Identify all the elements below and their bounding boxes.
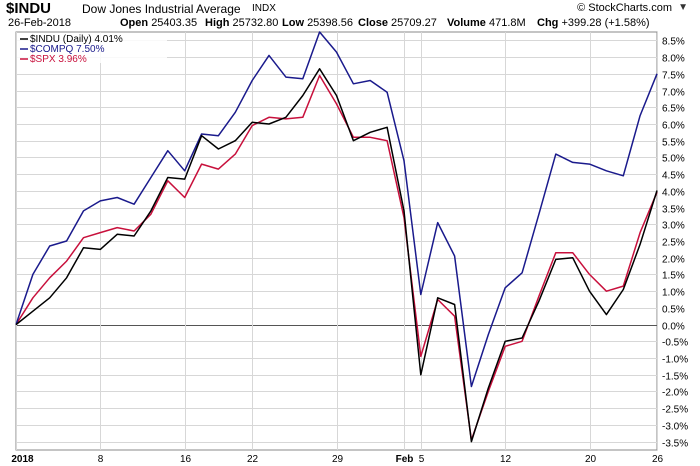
x-tick-label: 29 (332, 454, 344, 465)
x-tick-label: 26 (652, 454, 664, 465)
legend-entry: $INDU (Daily) 4.01% (30, 34, 123, 45)
high-value: 25732.80 (232, 17, 279, 29)
y-tick-label: 3.0% (662, 221, 685, 232)
y-tick-label: -2.5% (662, 405, 688, 416)
y-tick-label: 1.0% (662, 288, 685, 299)
quote-date: 26-Feb-2018 (8, 17, 71, 29)
y-tick-label: -3.0% (662, 422, 688, 433)
volume-value: 471.8M (488, 17, 526, 29)
y-tick-label: -0.5% (662, 338, 688, 349)
close-quote: Close 25709.27 (358, 17, 437, 29)
y-tick-label: 8.5% (662, 37, 685, 48)
close-value: 25709.27 (391, 17, 437, 29)
open-quote: Open 25403.35 (120, 17, 197, 29)
y-tick-label: 7.5% (662, 71, 685, 82)
series-line-compq[interactable] (15, 31, 658, 388)
y-tick-label: 4.5% (662, 171, 685, 182)
x-tick-label: Feb (396, 454, 414, 465)
exchange-label: INDX (252, 3, 276, 14)
y-tick-label: 0.5% (662, 305, 685, 316)
x-tick-label: 16 (180, 454, 192, 465)
change-label: Chg (537, 17, 559, 29)
high-quote: High 25732.80 (205, 17, 278, 29)
series-line-spx[interactable] (15, 74, 658, 441)
y-tick-label: -1.5% (662, 372, 688, 383)
x-tick-label: 8 (98, 454, 104, 465)
y-tick-label: 2.5% (662, 238, 685, 249)
chart-header-row-2: 26-Feb-2018 Open 25403.35 High 25732.80 … (0, 16, 700, 31)
change-quote: Chg +399.28 (+1.58%) (537, 17, 650, 29)
y-tick-label: 1.5% (662, 271, 685, 282)
legend-entry: $COMPQ 7.50% (30, 44, 105, 55)
volume-quote: Volume 471.8M (447, 17, 526, 29)
caret-down-icon[interactable]: ▼ (678, 2, 688, 13)
x-tick-label: 20 (585, 454, 597, 465)
series-line-indu[interactable] (15, 68, 658, 443)
low-value: 25398.56 (307, 17, 353, 29)
y-tick-label: 2.0% (662, 255, 685, 266)
index-name: Dow Jones Industrial Average (82, 2, 241, 16)
volume-label: Volume (447, 17, 486, 29)
y-tick-label: -3.5% (662, 439, 688, 450)
change-value: +399.28 (+1.58%) (561, 17, 650, 29)
chart-header-row-1: $INDU Dow Jones Industrial Average INDX … (0, 0, 700, 17)
y-tick-label: -1.0% (662, 355, 688, 366)
low-label: Low (282, 17, 304, 29)
y-tick-label: 8.0% (662, 54, 685, 65)
y-tick-label: -2.0% (662, 388, 688, 399)
brand-link[interactable]: © StockCharts.com (577, 2, 672, 14)
legend-entry: $SPX 3.96% (30, 54, 87, 65)
y-tick-label: 5.5% (662, 138, 685, 149)
open-label: Open (120, 17, 149, 29)
x-tick-label: 12 (500, 454, 512, 465)
y-tick-label: 5.0% (662, 154, 685, 165)
high-label: High (205, 17, 230, 29)
legend-background (17, 33, 167, 63)
y-tick-label: 7.0% (662, 88, 685, 99)
y-tick-label: 3.5% (662, 205, 685, 216)
x-tick-label: 2018 (11, 454, 34, 465)
y-tick-label: 6.5% (662, 104, 685, 115)
y-tick-label: 0.0% (662, 322, 685, 333)
x-tick-label: 22 (247, 454, 259, 465)
open-value: 25403.35 (151, 17, 198, 29)
y-tick-label: 6.0% (662, 121, 685, 132)
ticker-symbol[interactable]: $INDU (6, 0, 52, 17)
y-tick-label: 4.0% (662, 188, 685, 199)
low-quote: Low 25398.56 (282, 17, 353, 29)
x-tick-label: 5 (419, 454, 425, 465)
close-label: Close (358, 17, 388, 29)
